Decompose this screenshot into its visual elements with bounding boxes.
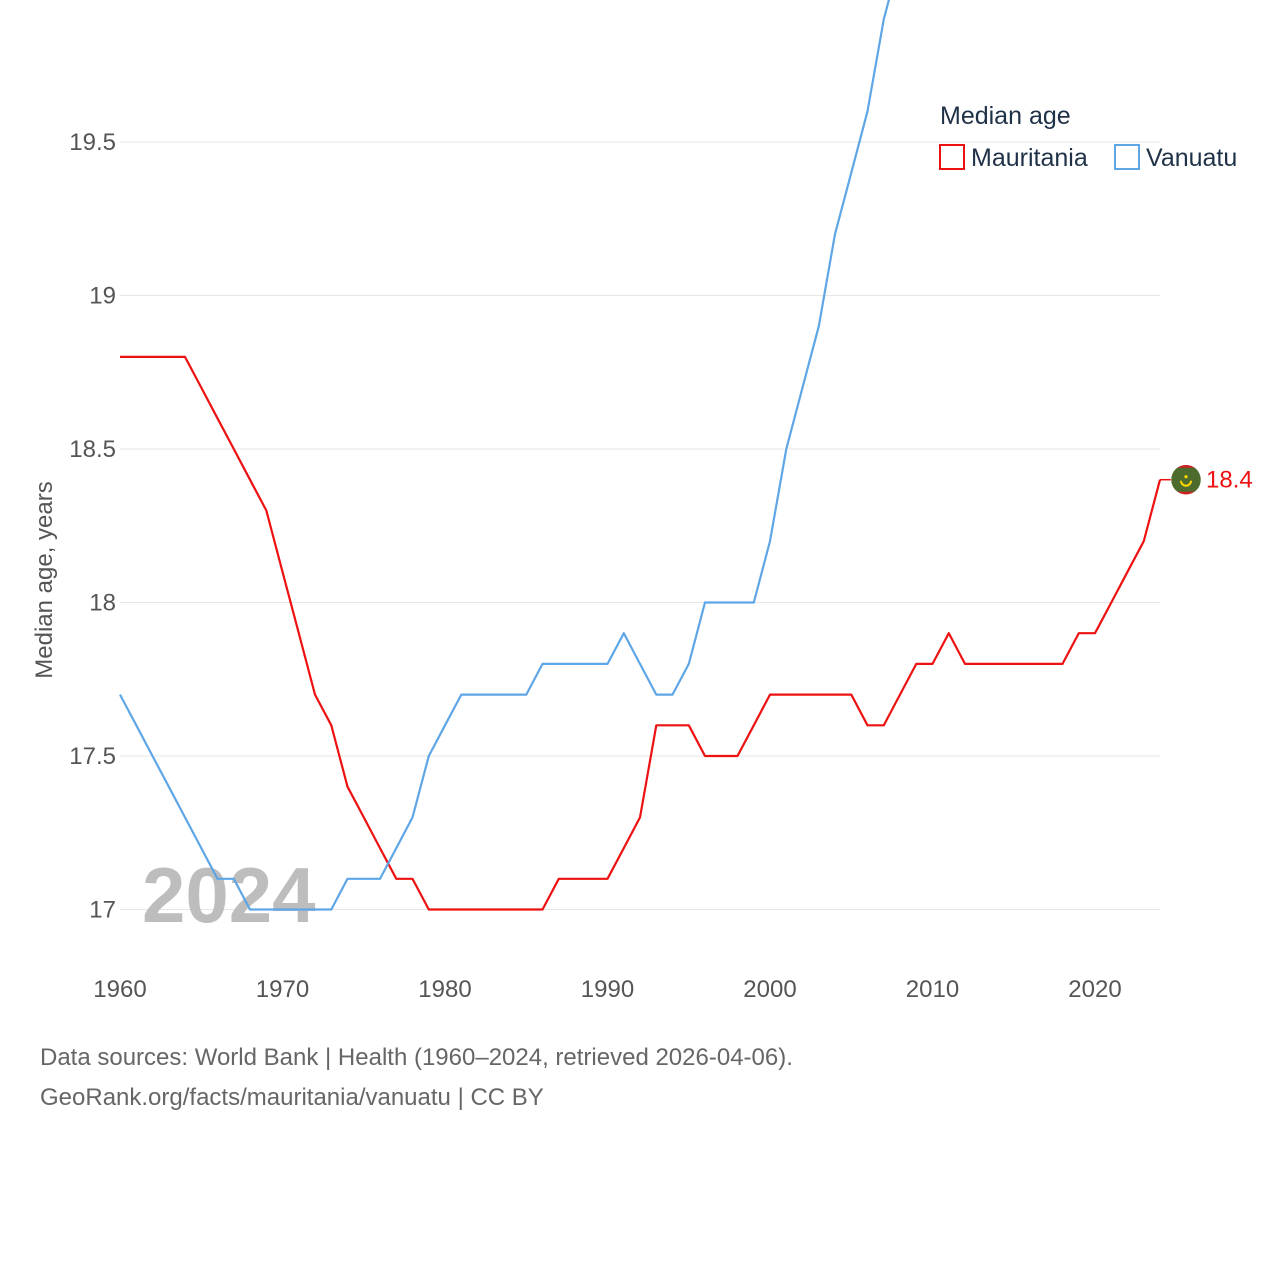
legend-item-vanuatu[interactable]: Vanuatu <box>1114 144 1237 172</box>
legend-swatch-mauritania <box>939 144 965 170</box>
end-value-label-mauritania: 18.4 <box>1206 467 1253 494</box>
series-line-mauritania[interactable] <box>120 355 1162 911</box>
legend-label-mauritania: Mauritania <box>971 144 1088 172</box>
x-axis-ticks: 1960 1970 1980 1990 2000 2010 2020 <box>93 976 1121 1003</box>
series-end-markers: 18.421.3 <box>1160 464 1253 495</box>
year-watermark: 2024 <box>142 851 316 939</box>
y-tick-label: 18.5 <box>69 436 116 463</box>
y-tick-label: 17.5 <box>69 743 116 770</box>
x-tick-label: 2010 <box>906 976 959 1003</box>
legend-title: Median age <box>940 102 1071 130</box>
legend-label-vanuatu: Vanuatu <box>1146 144 1237 172</box>
mauritania-flag-icon <box>1170 464 1202 495</box>
y-tick-label: 18 <box>89 590 116 617</box>
x-tick-label: 1990 <box>581 976 634 1003</box>
footer-credit: GeoRank.org/facts/mauritania/vanuatu | C… <box>40 1084 544 1111</box>
y-tick-label: 19.5 <box>69 129 116 156</box>
x-tick-label: 2000 <box>743 976 796 1003</box>
series-line-vanuatu[interactable] <box>119 0 1160 911</box>
y-tick-label: 17 <box>89 897 116 924</box>
legend-swatch-vanuatu <box>1114 144 1140 170</box>
series-lines <box>119 0 1162 911</box>
x-tick-label: 1960 <box>93 976 146 1003</box>
y-tick-label: 19 <box>89 283 116 310</box>
y-tick-label: 20 <box>89 0 116 3</box>
x-tick-label: 2020 <box>1068 976 1121 1003</box>
y-axis-label: Median age, years <box>31 481 58 678</box>
footer-sources: Data sources: World Bank | Health (1960–… <box>40 1044 793 1071</box>
x-tick-label: 1980 <box>418 976 471 1003</box>
legend-item-mauritania[interactable]: Mauritania <box>939 144 1088 172</box>
x-tick-label: 1970 <box>256 976 309 1003</box>
legend: Median age Mauritania Vanuatu <box>939 102 1237 172</box>
gridlines <box>120 141 1160 910</box>
